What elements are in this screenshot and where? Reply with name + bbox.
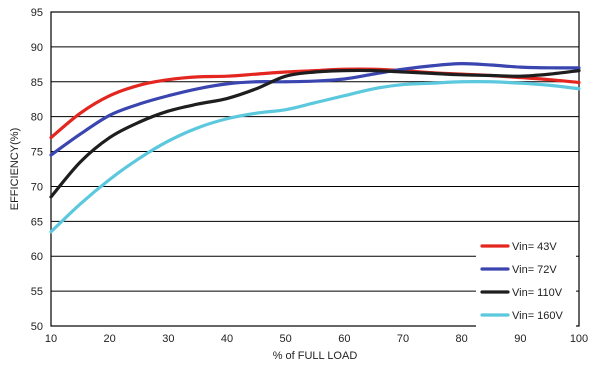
- y-tick-label: 85: [31, 77, 43, 89]
- y-tick-label: 65: [31, 216, 43, 228]
- x-tick-label: 40: [221, 333, 233, 345]
- x-tick-label: 30: [162, 333, 174, 345]
- x-axis-label: % of FULL LOAD: [273, 350, 358, 362]
- x-tick-label: 20: [104, 333, 116, 345]
- legend-label-4: Vin= 160V: [512, 310, 564, 322]
- series-line-2: [49, 62, 581, 157]
- x-tick-label: 100: [570, 333, 588, 345]
- series-layer: [49, 62, 581, 234]
- y-tick-label: 75: [31, 147, 43, 159]
- legend: Vin= 43V Vin= 72V Vin= 110V Vin= 160V: [476, 232, 576, 330]
- x-tick-label: 70: [397, 333, 409, 345]
- x-tick-label: 80: [456, 333, 468, 345]
- grid-layer: [51, 46, 579, 292]
- y-tick-label: 60: [31, 251, 43, 263]
- x-tick-label: 50: [280, 333, 292, 345]
- legend-label-1: Vin= 43V: [512, 241, 557, 253]
- legend-label-3: Vin= 110V: [512, 287, 563, 299]
- tick-labels: 50 55 60 65 70 75 80 85 90 95 10 20 30 40 50 60 70 80 90 10…: [31, 7, 588, 345]
- series-line-3: [49, 68, 581, 199]
- x-tick-label: 60: [338, 333, 350, 345]
- x-tick-label: 90: [514, 333, 526, 345]
- y-tick-label: 50: [31, 321, 43, 333]
- y-tick-label: 80: [31, 112, 43, 124]
- y-tick-label: 70: [31, 181, 43, 193]
- y-tick-label: 55: [31, 286, 43, 298]
- y-axis-label: EFFICIENCY(%): [9, 128, 21, 211]
- y-tick-label: 95: [31, 7, 43, 19]
- y-tick-label: 90: [31, 42, 43, 54]
- x-tick-label: 10: [45, 333, 57, 345]
- plot-area-frame: [50, 11, 580, 327]
- series-line-4: [49, 80, 581, 234]
- legend-label-2: Vin= 72V: [512, 264, 557, 276]
